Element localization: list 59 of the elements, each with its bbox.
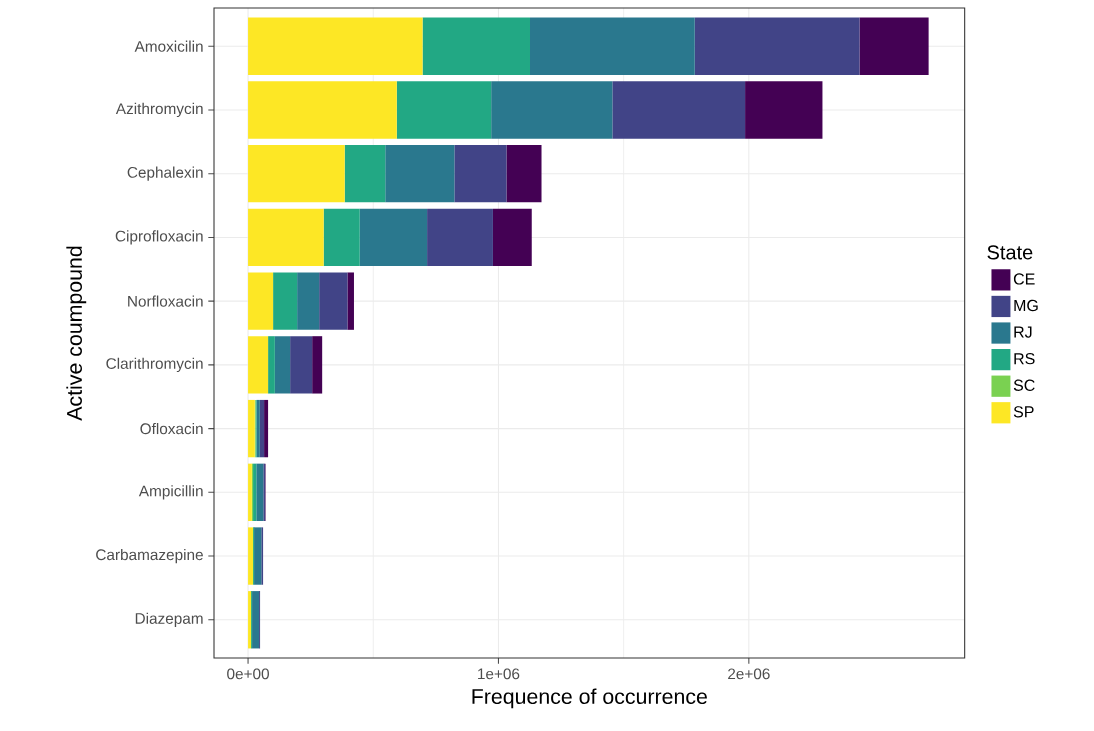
y-tick-label: Diazepam	[135, 612, 203, 627]
bar	[256, 463, 264, 521]
bar	[248, 399, 255, 458]
bar	[344, 145, 386, 203]
y-tick-label: Ofloxacin	[140, 422, 203, 435]
bar	[264, 399, 269, 458]
legend-label: RJ	[1014, 326, 1032, 338]
y-tick-label: Norfloxacin	[128, 295, 203, 307]
x-axis-title: Frequence of occurrence	[472, 688, 707, 709]
bar	[491, 81, 613, 139]
legend-label: SC	[1013, 379, 1035, 391]
bar	[248, 81, 397, 139]
bar	[248, 17, 423, 75]
bar	[312, 336, 323, 394]
bar	[252, 591, 260, 649]
bar	[396, 81, 492, 139]
bar	[745, 81, 823, 139]
bar	[248, 145, 345, 203]
bar	[248, 272, 274, 330]
bar	[859, 17, 929, 75]
bar	[290, 336, 313, 394]
y-tick-label: Cephalexin	[127, 166, 203, 181]
y-tick-label: Clarithromycin	[106, 357, 203, 373]
bar	[323, 208, 360, 267]
legend-label: MG	[1014, 299, 1038, 312]
bar	[612, 81, 746, 139]
bar	[422, 17, 530, 75]
bar	[427, 208, 493, 267]
bar	[530, 17, 695, 75]
bar	[694, 17, 860, 75]
bar	[385, 145, 455, 203]
bar	[259, 399, 265, 458]
bar	[359, 208, 428, 267]
bar	[248, 527, 254, 585]
bar	[254, 527, 262, 585]
y-tick-label: Ampicillin	[138, 485, 203, 500]
legend-label: RS	[1014, 353, 1035, 365]
bar	[297, 272, 320, 330]
x-tick-label: 2e+06	[728, 668, 770, 680]
bar	[492, 208, 532, 267]
bar	[506, 145, 542, 203]
y-tick-label: Amoxicilin	[134, 40, 203, 52]
y-tick-label: Azithromycin	[115, 102, 203, 118]
bar	[248, 336, 269, 394]
y-axis-title: Active coumpound	[66, 246, 87, 421]
x-tick-label: 1e+06	[478, 668, 520, 680]
bar	[248, 208, 324, 267]
bar	[319, 272, 348, 330]
legend-title: State	[987, 245, 1033, 260]
y-tick-label: Carbamazepine	[96, 548, 203, 564]
bar	[274, 336, 291, 394]
bar	[454, 145, 507, 203]
bar	[347, 272, 354, 330]
legend-label: CE	[1013, 273, 1035, 285]
y-tick-label: Ciprofloxacin	[115, 230, 203, 245]
bar	[268, 336, 275, 394]
legend-label: SP	[1013, 406, 1034, 418]
x-tick-label: 0e+00	[227, 668, 269, 680]
bar	[273, 272, 298, 330]
